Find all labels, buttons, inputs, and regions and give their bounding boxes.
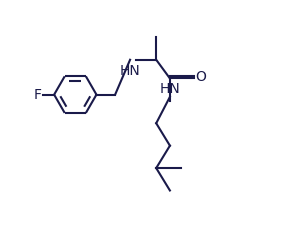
- Text: HN: HN: [120, 64, 140, 78]
- Text: HN: HN: [160, 82, 180, 96]
- Text: O: O: [195, 70, 206, 84]
- Text: F: F: [34, 88, 42, 102]
